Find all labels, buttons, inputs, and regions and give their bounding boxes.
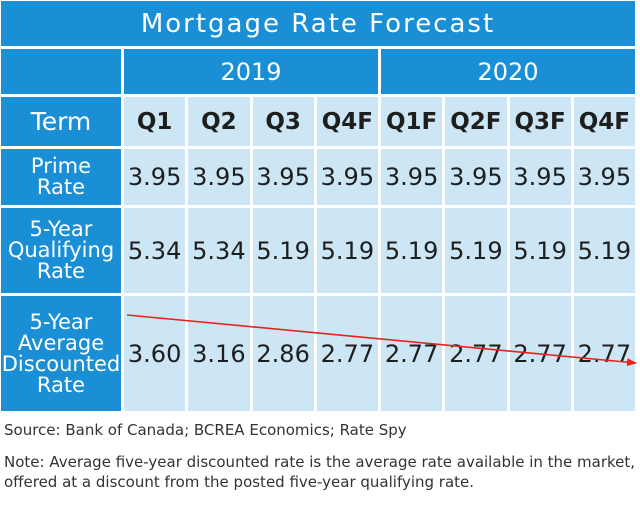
table-cell: 3.95 [573,149,635,205]
year-header-2020: 2020 [381,49,635,94]
column-header: Q4F [573,97,635,146]
table-cell: 2.77 [573,296,635,411]
table-cell: 2.77 [316,296,378,411]
table-cell: 3.16 [188,296,250,411]
table-cell: 3.95 [124,149,186,205]
rate-forecast-table: Mortgage Rate Forecast 2019 2020 Term Q1… [1,1,635,411]
table-cell: 5.19 [252,208,314,293]
table-cell: 2.77 [445,296,507,411]
table-cell: 3.95 [381,149,443,205]
table-cell: 5.34 [188,208,250,293]
discounted-rate-row: 5-Year Average Discounted Rate 3.60 3.16… [1,296,635,411]
table-cell: 2.77 [381,296,443,411]
column-header: Q2F [445,97,507,146]
column-header: Q3 [252,97,314,146]
row-label-line: Discounted [1,351,121,376]
table-cell: 3.95 [316,149,378,205]
table-cell: 5.19 [573,208,635,293]
column-header: Q4F [316,97,378,146]
table-cell: 2.86 [252,296,314,411]
row-label-qualifying-rate: 5-Year Qualifying Rate [1,208,121,293]
row-label-line: 5-Year [29,217,93,241]
row-label-discounted-rate: 5-Year Average Discounted Rate [1,296,121,411]
column-header-row: Term Q1 Q2 Q3 Q4F Q1F Q2F Q3F Q4F [1,97,635,146]
term-header: Term [1,97,121,146]
row-label-line: Rate [36,259,86,283]
row-label-line: Rate [36,372,86,397]
table-cell: 5.19 [316,208,378,293]
table-cell: 2.77 [509,296,571,411]
row-label-line: Qualifying [7,238,115,262]
prime-rate-row: Prime Rate 3.95 3.95 3.95 3.95 3.95 3.95… [1,149,635,205]
year-header-2019: 2019 [124,49,378,94]
year-corner-blank [1,49,121,94]
column-header: Q1F [381,97,443,146]
row-label-line: Rate [36,175,86,199]
table-cell: 3.95 [509,149,571,205]
qualifying-rate-row: 5-Year Qualifying Rate 5.34 5.34 5.19 5.… [1,208,635,293]
column-header: Q3F [509,97,571,146]
table-cell: 3.95 [445,149,507,205]
column-header: Q2 [188,97,250,146]
row-label-line: Average [17,330,105,355]
footnote: Note: Average five-year discounted rate … [4,453,636,491]
table-title: Mortgage Rate Forecast [1,1,635,46]
table-cell: 5.19 [381,208,443,293]
row-label-prime-rate: Prime Rate [1,149,121,205]
table-cell: 5.19 [509,208,571,293]
table-cell: 3.60 [124,296,186,411]
row-label-line: 5-Year [29,309,93,334]
rate-forecast-table-container: Mortgage Rate Forecast 2019 2020 Term Q1… [1,1,637,411]
table-cell: 5.34 [124,208,186,293]
source-note: Source: Bank of Canada; BCREA Economics;… [4,421,407,439]
table-cell: 3.95 [252,149,314,205]
row-label-line: Prime [30,154,92,178]
column-header: Q1 [124,97,186,146]
table-cell: 3.95 [188,149,250,205]
table-cell: 5.19 [445,208,507,293]
